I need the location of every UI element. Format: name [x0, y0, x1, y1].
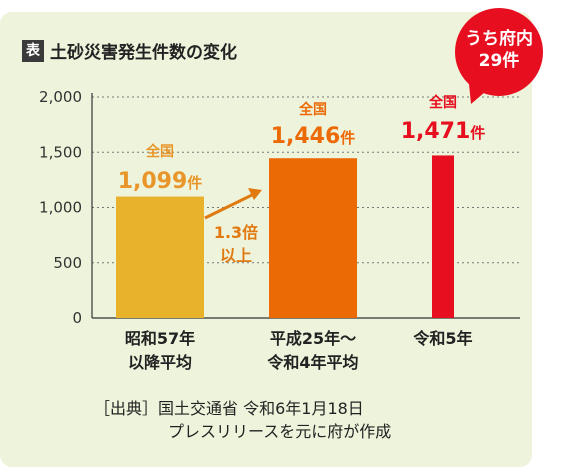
x-category-label: 昭和57年 — [125, 329, 195, 348]
source-line2: プレスリリースを元に府が作成 — [168, 422, 392, 441]
source-line1: ［出典］国土交通省 令和6年1月18日 — [94, 399, 364, 418]
annotation-line1: 1.3倍 — [214, 223, 258, 242]
callout-line2: 29件 — [478, 51, 520, 71]
y-tick-label: 500 — [53, 254, 82, 272]
callout-line1: うち府内 — [465, 29, 533, 49]
callout-bubble — [455, 8, 543, 104]
growth-arrow-line — [204, 192, 255, 220]
data-label-value: 1,471件 — [401, 119, 486, 144]
data-label-prefix: 全国 — [298, 101, 327, 118]
chart-title: 土砂災害発生件数の変化 — [50, 43, 237, 63]
x-category-label: 平成25年～ — [270, 329, 356, 348]
growth-arrow-head — [248, 188, 262, 200]
data-label-value: 1,099件 — [118, 169, 203, 194]
data-label-value: 1,446件 — [271, 124, 356, 149]
data-label-prefix: 全国 — [428, 94, 457, 111]
title-badge: 表 — [22, 40, 44, 62]
x-category-label: 以降平均 — [128, 353, 192, 372]
source-note: ［出典］国土交通省 令和6年1月18日 プレスリリースを元に府が作成 — [84, 397, 504, 443]
y-tick-label: 0 — [72, 309, 82, 327]
bar — [116, 196, 204, 318]
x-category-label: 令和5年 — [412, 329, 472, 348]
bar — [432, 155, 454, 318]
bar — [269, 158, 357, 318]
y-tick-label: 2,000 — [39, 88, 82, 106]
y-tick-label: 1,000 — [39, 199, 82, 217]
x-category-label: 令和4年平均 — [266, 353, 358, 372]
callout-text: うち府内 29件 — [445, 28, 553, 72]
annotation-line2: 以上 — [220, 246, 252, 265]
y-tick-label: 1,500 — [39, 143, 82, 161]
data-label-prefix: 全国 — [145, 143, 174, 160]
